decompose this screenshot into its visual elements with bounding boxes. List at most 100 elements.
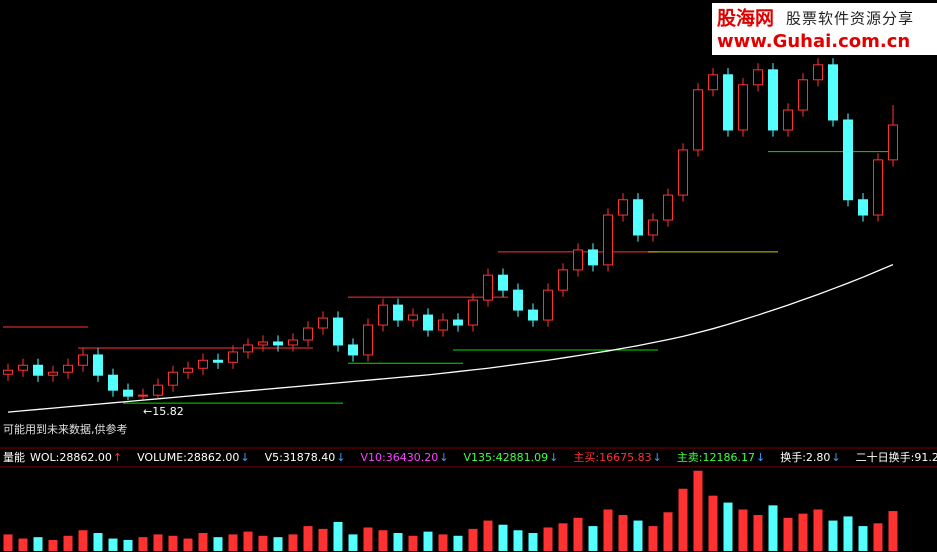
candle-body — [63, 364, 73, 373]
candle-body — [573, 249, 583, 271]
indicator-arrow: ↑ — [113, 451, 122, 464]
candle-body — [588, 249, 598, 266]
note: 可能用到未来数据,供参考 — [3, 422, 128, 436]
moving-average — [7, 263, 894, 413]
candle-body — [303, 327, 313, 341]
volume-bar — [138, 537, 148, 551]
volume-bar — [768, 505, 778, 551]
indicator-label: 换手:2.80 — [780, 450, 830, 464]
volume-bar — [513, 530, 523, 551]
candle-body — [258, 341, 268, 346]
volume-bar — [78, 530, 88, 551]
indicator-label: VOLUME:28862.00 — [137, 451, 239, 464]
candle-body — [723, 74, 733, 131]
indicator-arrow: ↓ — [653, 451, 662, 464]
volume-bar — [318, 528, 328, 551]
volume-bar — [738, 509, 748, 551]
indicator-label: 主买:16675.83 — [573, 451, 651, 464]
candle-body — [183, 367, 193, 373]
candle-body — [213, 359, 223, 363]
candle-body — [813, 64, 823, 81]
volume-bar — [93, 533, 103, 551]
volume-bar — [858, 526, 868, 551]
candle-body — [48, 371, 58, 376]
watermark-title: 股海网 — [717, 7, 774, 30]
candle-body — [603, 214, 613, 266]
candle-body — [693, 89, 703, 151]
candle-body — [558, 269, 568, 291]
volume-bar — [198, 533, 208, 551]
indicator-name: 量能 — [3, 450, 25, 464]
candle-body — [18, 364, 28, 371]
candle-body — [738, 84, 748, 131]
volume-bar — [363, 527, 373, 551]
volume-bar — [798, 513, 808, 551]
low-label: ←15.82 — [143, 405, 184, 418]
indicator-arrow: ↓ — [439, 451, 448, 464]
indicator-label: 二十日换手:91.27 — [856, 450, 937, 464]
volume-bar — [108, 538, 118, 551]
volume-bar — [213, 537, 223, 551]
indicator-arrow: ↓ — [240, 451, 249, 464]
volume-bar — [558, 523, 568, 551]
candle-body — [138, 394, 148, 397]
indicator-label: V5:31878.40 — [265, 451, 336, 464]
volume-bar — [468, 528, 478, 551]
volume-bar — [33, 537, 43, 551]
candle-body — [423, 314, 433, 331]
candle-body — [783, 109, 793, 131]
volume-bar — [843, 516, 853, 551]
watermark: 股海网 股票软件资源分享 www.Guhai.com.cn — [712, 3, 937, 55]
volume-bar — [123, 539, 133, 551]
volume-bar — [573, 517, 583, 551]
candle-body — [78, 354, 88, 366]
volume-bar — [378, 530, 388, 551]
volume-bar — [498, 524, 508, 551]
volume-bar — [783, 517, 793, 551]
volume-bar — [423, 531, 433, 551]
watermark-box — [712, 3, 937, 55]
candle-body — [768, 69, 778, 131]
candle-body — [333, 317, 343, 346]
candle-body — [843, 119, 853, 201]
candle-body — [153, 384, 163, 396]
indicator-label: V135:42881.09 — [463, 451, 548, 464]
volume-bar — [348, 534, 358, 551]
volume-bar — [528, 533, 538, 551]
candle-body — [873, 159, 883, 216]
volume-bar — [408, 535, 418, 551]
volume-bar — [273, 537, 283, 551]
volume-bar — [648, 526, 658, 551]
volume-bar — [18, 538, 28, 551]
volume-panel — [3, 470, 898, 551]
candle-body — [498, 274, 508, 291]
candle-body — [393, 304, 403, 321]
candle-body — [708, 74, 718, 91]
volume-bar — [708, 495, 718, 551]
volume-bar — [678, 488, 688, 551]
volume-bar — [48, 539, 58, 551]
watermark-url: www.Guhai.com.cn — [717, 31, 910, 52]
indicator-arrow: ↓ — [549, 451, 558, 464]
candle-body — [93, 354, 103, 376]
price-panel — [3, 58, 898, 413]
candle-body — [363, 324, 373, 356]
candle-body — [543, 289, 553, 321]
volume-bar — [813, 509, 823, 551]
volume-bar — [753, 515, 763, 551]
candle-body — [3, 369, 13, 375]
watermark-subtitle: 股票软件资源分享 — [786, 10, 914, 28]
volume-bar — [663, 512, 673, 551]
candle-body — [108, 374, 118, 391]
indicator-arrow: ↓ — [831, 451, 840, 464]
volume-bar — [483, 520, 493, 551]
candle-body — [453, 319, 463, 326]
candle-body — [633, 199, 643, 236]
candle-body — [618, 199, 628, 216]
volume-bar — [873, 523, 883, 551]
indicator-bar: 量能 WOL:28862.00 ↑ VOLUME:28862.00 ↓ V5:31878… — [3, 450, 937, 464]
volume-bar — [288, 534, 298, 551]
volume-bar — [693, 470, 703, 551]
volume-bar — [588, 526, 598, 551]
